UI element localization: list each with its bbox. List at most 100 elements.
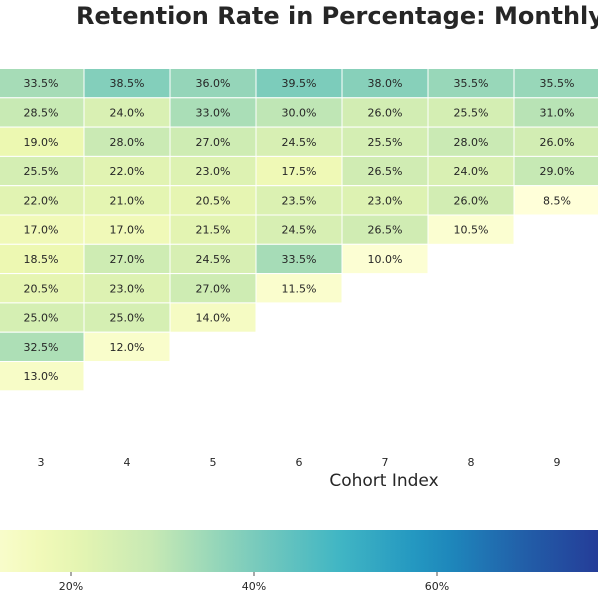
heatmap-cell (255, 155, 343, 187)
x-tick-label: 3 (38, 456, 45, 469)
cell-label: 26.0% (368, 106, 403, 119)
cell-label: 24.0% (454, 165, 489, 178)
heatmap-cell (0, 273, 85, 304)
heatmap-cell (341, 126, 429, 157)
heatmap-cell (83, 126, 171, 157)
x-tick-label: 8 (468, 456, 475, 469)
cell-label: 30.0% (282, 106, 317, 119)
x-tick-label: 5 (210, 456, 217, 469)
cell-label: 17.0% (110, 224, 145, 237)
cell-label: 25.0% (24, 312, 59, 325)
cell-label: 25.5% (24, 165, 59, 178)
heatmap-cell (513, 97, 598, 128)
x-tick-label: 7 (382, 456, 389, 469)
cell-label: 28.5% (24, 106, 59, 119)
heatmap-cell (255, 185, 343, 216)
heatmap-cell (0, 214, 85, 245)
cell-label: 32.5% (24, 341, 59, 354)
heatmap-cell (169, 302, 257, 333)
cell-label: 19.0% (24, 136, 59, 149)
cell-label: 12.0% (110, 341, 145, 354)
cell-label: 25.5% (454, 106, 489, 119)
heatmap-cell (0, 361, 85, 392)
colorbar-tick-label: 60% (425, 580, 449, 593)
cell-label: 17.0% (24, 224, 59, 237)
heatmap-cell (169, 185, 257, 216)
cell-label: 21.5% (196, 224, 231, 237)
heatmap-cell (341, 68, 429, 99)
cell-label: 27.0% (196, 136, 231, 149)
x-tick-label: 9 (554, 456, 561, 469)
cell-label: 38.5% (110, 77, 145, 90)
heatmap-cell (255, 273, 343, 304)
heatmap-cell (0, 331, 85, 363)
cell-label: 23.0% (110, 282, 145, 295)
cell-label: 10.5% (454, 224, 489, 237)
heatmap-cell (83, 185, 171, 216)
heatmap-cell (169, 155, 257, 187)
heatmap-cell (169, 97, 257, 128)
cell-label: 10.0% (368, 253, 403, 266)
cell-label: 29.0% (540, 165, 575, 178)
heatmap-cell (83, 68, 171, 99)
cell-label: 33.0% (196, 106, 231, 119)
cell-label: 38.0% (368, 77, 403, 90)
heatmap-cell (427, 97, 515, 128)
cell-label: 26.5% (368, 165, 403, 178)
cell-label: 13.0% (24, 370, 59, 383)
cell-label: 17.5% (282, 165, 317, 178)
colorbar-label: Percent Retained (333, 597, 435, 598)
heatmap-cell (83, 155, 171, 187)
cell-label: 24.5% (282, 136, 317, 149)
cell-label: 22.0% (24, 194, 59, 207)
cell-label: 23.0% (368, 194, 403, 207)
cell-label: 21.0% (110, 194, 145, 207)
colorbar-tick-label: 40% (242, 580, 266, 593)
x-tick-label: 4 (124, 456, 131, 469)
cell-label: 28.0% (454, 136, 489, 149)
heatmap-cell (341, 185, 429, 216)
cell-label: 24.5% (196, 253, 231, 266)
cell-label: 25.5% (368, 136, 403, 149)
cell-label: 26.0% (454, 194, 489, 207)
cell-label: 35.5% (454, 77, 489, 90)
cell-label: 39.5% (282, 77, 317, 90)
heatmap-cell (341, 97, 429, 128)
x-tick-label: 6 (296, 456, 303, 469)
cell-label: 31.0% (540, 106, 575, 119)
cell-label: 24.5% (282, 224, 317, 237)
cell-label: 8.5% (543, 194, 571, 207)
heatmap-cell (341, 214, 429, 245)
heatmap-cell (255, 126, 343, 157)
cell-label: 24.0% (110, 106, 145, 119)
cell-label: 14.0% (196, 312, 231, 325)
heatmap-cell (341, 243, 429, 275)
heatmap-cell (83, 273, 171, 304)
heatmap-cell (83, 214, 171, 245)
x-axis-label: Cohort Index (329, 471, 438, 491)
heatmap-cell (427, 214, 515, 245)
cell-label: 11.5% (282, 282, 317, 295)
colorbar (0, 530, 598, 572)
cell-label: 33.5% (282, 253, 317, 266)
cell-label: 25.0% (110, 312, 145, 325)
cell-label: 27.0% (110, 253, 145, 266)
cell-label: 33.5% (24, 77, 59, 90)
cell-label: 18.5% (24, 253, 59, 266)
cell-label: 27.0% (196, 282, 231, 295)
cell-label: 23.5% (282, 194, 317, 207)
cell-label: 20.5% (24, 282, 59, 295)
cell-label: 26.5% (368, 224, 403, 237)
cell-label: 23.0% (196, 165, 231, 178)
cell-label: 26.0% (540, 136, 575, 149)
cell-label: 22.0% (110, 165, 145, 178)
heatmap-cell (427, 155, 515, 187)
heatmap-cell (83, 331, 171, 363)
colorbar-tick-label: 20% (59, 580, 83, 593)
heatmap-cell (255, 68, 343, 99)
cell-label: 36.0% (196, 77, 231, 90)
cell-label: 35.5% (540, 77, 575, 90)
heatmap-cell (513, 185, 598, 216)
cell-label: 28.0% (110, 136, 145, 149)
